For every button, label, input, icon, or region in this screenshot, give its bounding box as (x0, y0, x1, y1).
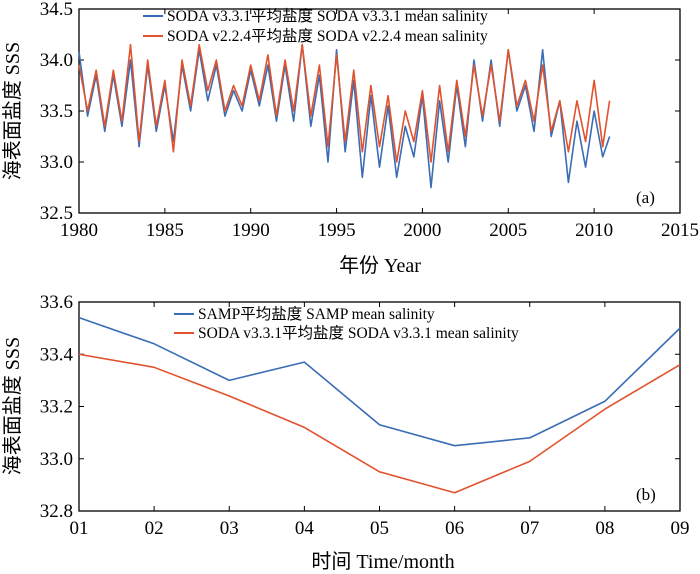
y-tick-label: 33.4 (40, 344, 74, 365)
legend-b-label-1: SAMP平均盐度 SAMP mean salinity (198, 305, 435, 323)
x-tick-label: 2005 (489, 220, 527, 241)
x-tick-label: 2010 (575, 220, 613, 241)
panel-b-legend: SAMP平均盐度 SAMP mean salinity SODA v3.3.1平… (174, 305, 519, 342)
panel-b-chart: 01 02 03 04 05 06 07 08 09 32.8 33.0 33.2 33.4 33.6 S… (1, 292, 690, 573)
x-tick-label: 2000 (403, 220, 441, 241)
x-tick-label: 09 (671, 518, 690, 539)
x-tick-label: 07 (520, 518, 539, 539)
y-tick-label: 33.0 (40, 152, 73, 173)
panel-b-xlabel: 时间 Time/month (311, 550, 454, 573)
y-tick-label: 33.2 (40, 397, 73, 418)
x-tick-label: 1980 (60, 220, 98, 241)
panel-a-ticks: 1980 1985 1990 1995 2000 2005 2010 2015 32.5 33.0… (40, 0, 699, 241)
x-tick-label: 2015 (661, 220, 699, 241)
x-tick-label: 03 (220, 518, 239, 539)
x-tick-label: 1995 (318, 220, 356, 241)
panel-b-ylabel: 海表面盐度 SSS (1, 337, 24, 475)
y-tick-label: 32.5 (40, 203, 73, 224)
panel-b-label: (b) (636, 485, 656, 504)
series-line-2 (78, 43, 611, 163)
y-tick-label: 34.5 (40, 0, 73, 20)
legend-b-label-2: SODA v3.3.1平均盐度 SODA v3.3.1 mean salinit… (198, 324, 519, 342)
x-tick-label: 06 (445, 518, 464, 539)
x-tick-label: 02 (145, 518, 164, 539)
legend-a-label-2: SODA v2.2.4平均盐度 SODA v2.2.4 mean salinit… (167, 27, 488, 45)
y-tick-label: 33.6 (40, 292, 73, 313)
panel-a-label: (a) (636, 188, 655, 207)
x-tick-label: 01 (70, 518, 89, 539)
panel-a-series (78, 43, 611, 189)
panel-a-ylabel: 海表面盐度 SSS (1, 42, 24, 180)
series-line-1 (78, 316, 681, 447)
x-tick-label: 1990 (232, 220, 270, 241)
panel-a-legend: SODA v3.3.1平均盐度 SODA v3.3.1 mean salinit… (143, 7, 488, 45)
y-tick-label: 33.5 (40, 101, 73, 122)
legend-a-label-1: SODA v3.3.1平均盐度 SODA v3.3.1 mean salinit… (167, 7, 488, 25)
x-tick-label: 1985 (146, 220, 184, 241)
panel-b-series (78, 316, 681, 494)
x-tick-label: 05 (370, 518, 389, 539)
y-tick-label: 32.8 (40, 501, 73, 522)
series-line-2 (78, 353, 681, 494)
panel-a-xlabel: 年份 Year (339, 254, 421, 277)
panel-b-ticks: 01 02 03 04 05 06 07 08 09 32.8 33.0 33.2 33.4 33.6 (40, 292, 690, 539)
x-tick-label: 08 (595, 518, 614, 539)
panel-a-chart: 1980 1985 1990 1995 2000 2005 2010 2015 32.5 33.0… (1, 0, 699, 277)
x-tick-label: 04 (295, 518, 315, 539)
y-tick-label: 34.0 (40, 50, 73, 71)
y-tick-label: 33.0 (40, 449, 73, 470)
